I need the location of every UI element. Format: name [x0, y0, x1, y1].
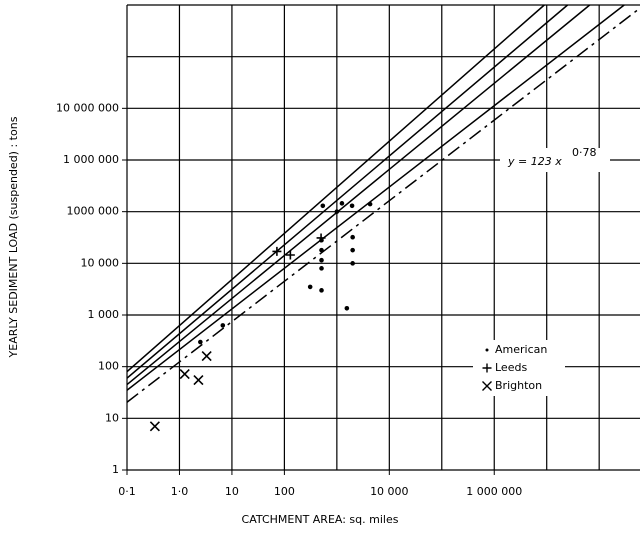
point: [350, 261, 355, 266]
point: [320, 203, 326, 209]
fit-line: [126, 4, 625, 391]
legend-marker: [482, 381, 492, 391]
annotation-background: [500, 148, 610, 172]
point: [334, 209, 340, 214]
point: [285, 250, 295, 260]
x-tick-label: 10 000: [370, 485, 409, 498]
legend-label: American: [495, 343, 547, 356]
y-axis-label: YEARLY SEDIMENT LOAD (suspended) : tons: [7, 116, 20, 358]
point: [367, 201, 373, 207]
annotation-exponent: 0·78: [572, 146, 597, 159]
legend-label: Brighton: [495, 379, 542, 392]
y-tick-label: 10 000 000: [56, 101, 119, 114]
legend-marker: [482, 363, 492, 373]
y-tick-label: 10: [105, 411, 119, 424]
x-tick-label: 0·1: [118, 485, 136, 498]
x-axis-label: CATCHMENT AREA: sq. miles: [242, 513, 399, 526]
y-tick-label: 1: [112, 463, 119, 476]
fit-line: [126, 4, 545, 373]
point: [319, 247, 324, 253]
y-tick-label: 10 000: [81, 256, 120, 269]
fit-line: [126, 4, 591, 386]
point: [319, 257, 324, 263]
point: [339, 201, 345, 206]
point: [344, 305, 350, 311]
fit-line: [126, 4, 569, 379]
x-tick-label: 100: [274, 485, 295, 498]
point: [220, 323, 226, 328]
x-tick-label: 1 000 000: [466, 485, 522, 498]
x-tick-label: 1·0: [171, 485, 189, 498]
point: [350, 247, 355, 253]
y-tick-label: 100: [98, 360, 119, 373]
point: [179, 368, 190, 380]
y-tick-label: 1 000: [88, 308, 120, 321]
point: [198, 339, 203, 345]
y-tick-label: 1000 000: [67, 205, 120, 218]
point: [350, 234, 355, 240]
point: [149, 421, 160, 432]
legend-label: Leeds: [495, 361, 527, 374]
y-tick-label: 1 000 000: [63, 153, 119, 166]
point: [349, 203, 355, 209]
point: [201, 351, 212, 362]
point: [272, 246, 282, 256]
point: [316, 233, 326, 243]
x-tick-label: 10: [225, 485, 239, 498]
legend-marker: [485, 348, 489, 352]
point: [193, 375, 204, 386]
point: [319, 266, 324, 271]
point: [307, 284, 313, 290]
annotation: y = 123 x: [507, 155, 562, 168]
point: [319, 288, 324, 293]
